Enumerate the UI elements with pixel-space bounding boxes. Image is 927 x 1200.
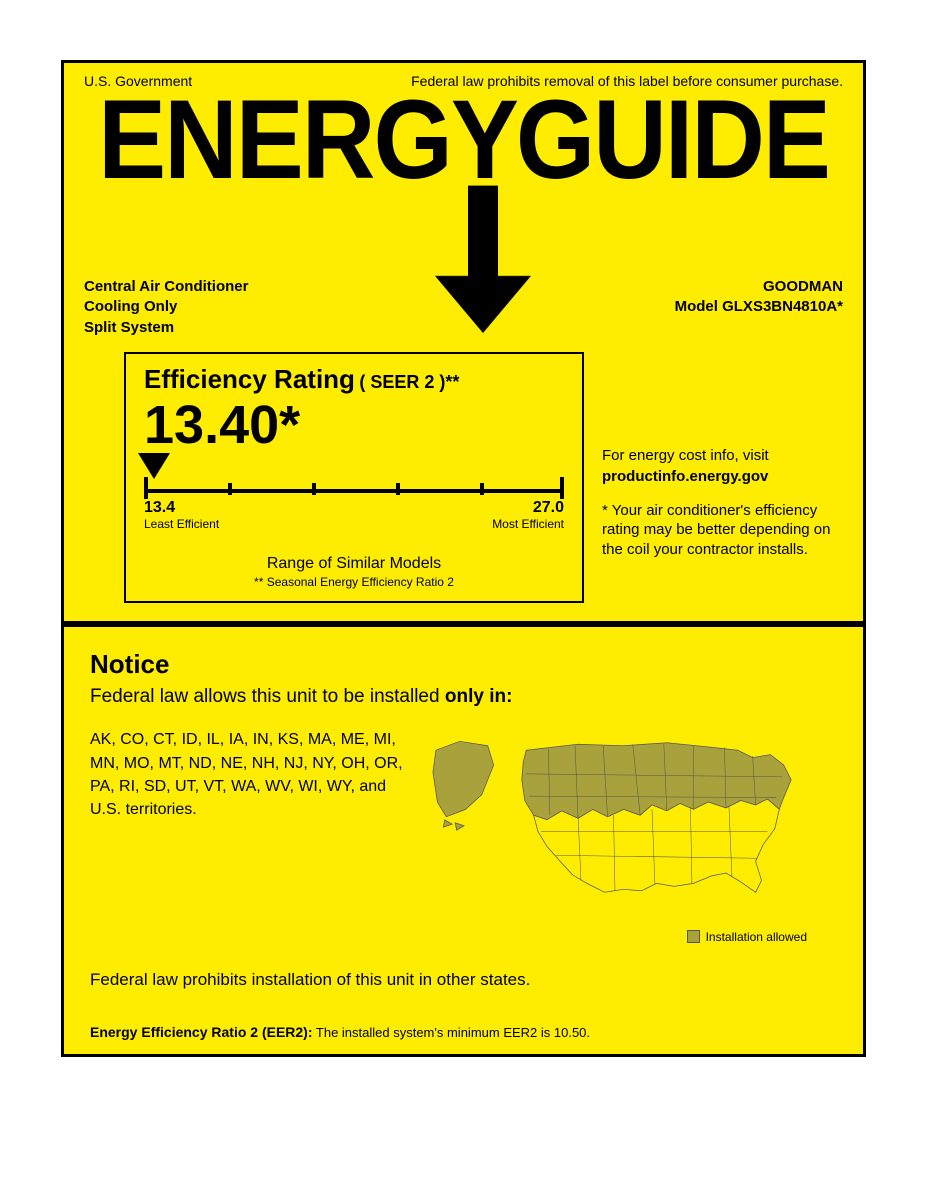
energy-guide-label: U.S. Government Federal law prohibits re… [61,60,866,1057]
system-type: Split System [84,318,248,338]
rating-value: 13.40* [144,397,564,454]
map-legend: Installation allowed [430,930,807,944]
seer-footnote: ** Seasonal Energy Efficiency Ratio 2 [144,575,564,589]
logo-left: ENERG [98,91,451,190]
legend-swatch-icon [687,930,700,943]
scale-min: 13.4 [144,499,175,517]
meta-right: GOODMAN Model GLXS3BN4810A* [675,277,843,338]
scale-tick [228,483,232,495]
scale-tick [560,477,564,499]
logo-y: Y [451,91,516,190]
rating-box: Efficiency Rating ( SEER 2 )** 13.40* 13… [124,352,584,604]
rating-title: Efficiency Rating [144,364,355,394]
cost-info-link: productinfo.energy.gov [602,467,842,487]
scale-tick [312,483,316,495]
scale-max: 27.0 [533,499,564,517]
logo: ENERG Y GUIDE [84,91,843,271]
logo-right: GUIDE [516,91,829,190]
us-map-icon [430,728,800,920]
scale-tick [396,483,400,495]
product-type: Central Air Conditioner [84,277,248,297]
efficiency-scale: 13.4 27.0 Least Efficient Most Efficient [144,459,564,525]
notice-line: Federal law allows this unit to be insta… [90,686,837,708]
cost-info-line: For energy cost info, visit [602,446,842,466]
rating-sub: ( SEER 2 )** [359,372,459,392]
scale-tick [480,483,484,495]
prohibit-line: Federal law prohibits installation of th… [90,970,837,990]
arrow-head-icon [435,276,531,333]
us-map: Installation allowed [430,728,837,943]
meta-left: Central Air Conditioner Cooling Only Spl… [84,277,248,338]
most-eff-label: Most Efficient [492,517,564,531]
top-section: U.S. Government Federal law prohibits re… [64,63,863,627]
least-eff-label: Least Efficient [144,517,219,531]
side-info: For energy cost info, visit productinfo.… [602,352,842,604]
states-list: AK, CO, CT, ID, IL, IA, IN, KS, MA, ME, … [90,728,410,821]
notice-title: Notice [90,649,837,680]
cooling-mode: Cooling Only [84,297,248,317]
asterisk-note: * Your air conditioner's efficiency rati… [602,501,842,560]
mid-row: Efficiency Rating ( SEER 2 )** 13.40* 13… [84,352,843,604]
bottom-section: Notice Federal law allows this unit to b… [64,627,863,1053]
scale-line [144,489,564,493]
brand: GOODMAN [675,277,843,297]
range-label: Range of Similar Models [144,555,564,573]
scale-tick [144,477,148,499]
notice-row: AK, CO, CT, ID, IL, IA, IN, KS, MA, ME, … [90,728,837,943]
legend-text: Installation allowed [706,930,807,944]
model-number: Model GLXS3BN4810A* [675,297,843,317]
scale-pointer-icon [138,453,170,479]
eer2-line: Energy Efficiency Ratio 2 (EER2): The in… [90,1024,837,1040]
arrow-stem-icon [468,186,498,285]
